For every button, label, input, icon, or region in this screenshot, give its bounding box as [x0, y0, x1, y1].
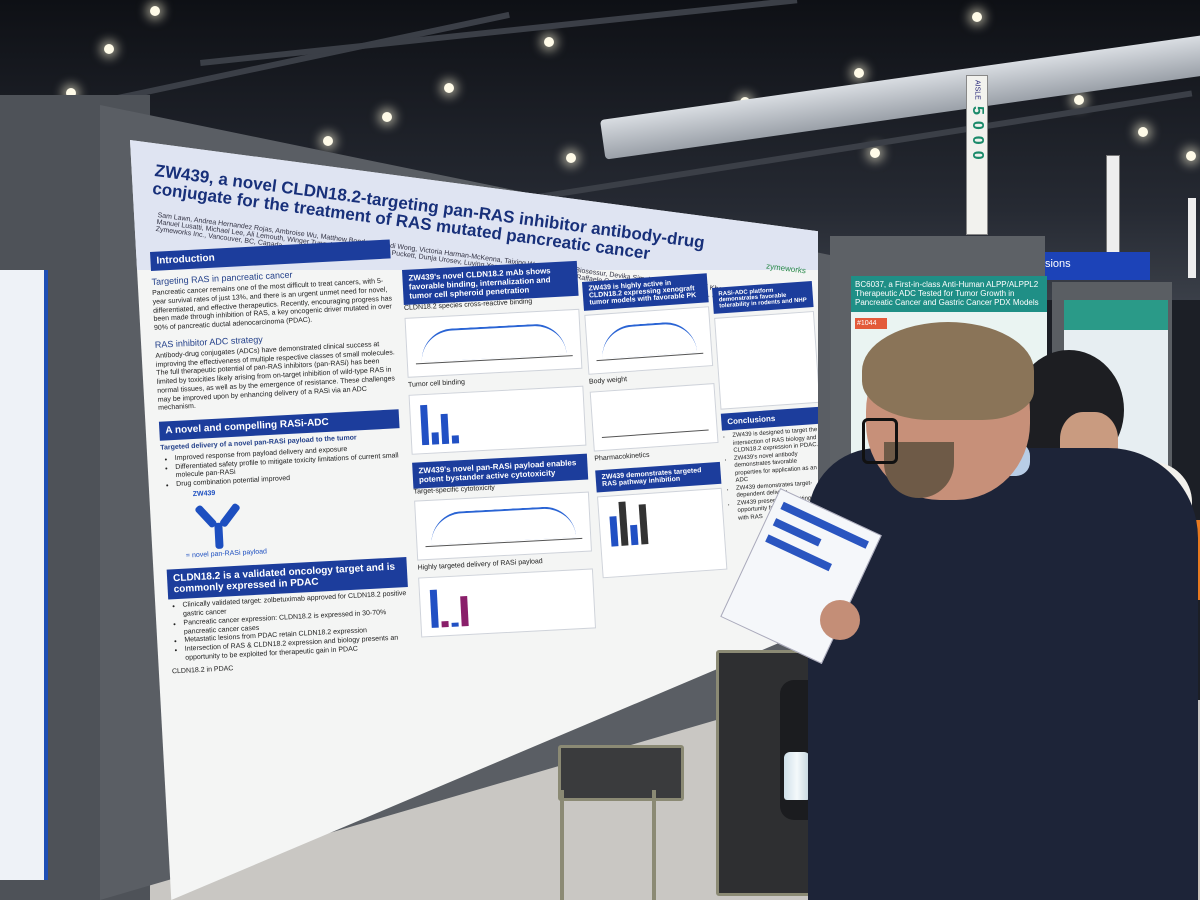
tolerability-table [714, 310, 818, 410]
aisle-number: 5000 [969, 105, 986, 166]
binding-curve-figure [404, 308, 583, 378]
poster-column-1: Introduction Targeting RAS in pancreatic… [150, 239, 412, 676]
chair-seat [558, 745, 684, 801]
poster-column-3: ZW439 is highly active in CLDN18.2 expre… [582, 273, 728, 581]
ceiling-light [972, 12, 982, 22]
ceiling-light [444, 83, 454, 93]
ceiling-truss [200, 0, 798, 66]
poster-badge: #1044 [855, 318, 887, 329]
paragraph: Antibody-drug conjugates (ADCs) have dem… [155, 340, 396, 413]
ceiling-light [1138, 127, 1148, 137]
delivery-figure [418, 568, 597, 638]
person-suit-jacket [808, 448, 1198, 900]
chair-leg [652, 790, 656, 900]
ceiling-light [323, 136, 333, 146]
aisle-sign-far [1106, 155, 1120, 267]
poster-column-4: RASi-ADC platform demonstrates favorable… [712, 281, 818, 523]
antibody-icon [193, 501, 243, 551]
bullet-list: Clinically validated target: zolbetuxima… [182, 590, 411, 663]
pathway-figure [596, 487, 728, 578]
ceiling-light [870, 148, 880, 158]
ceiling-light [854, 68, 864, 78]
ceiling-light [150, 6, 160, 16]
internalization-figure [408, 385, 587, 455]
tumor-growth-figure [584, 306, 714, 375]
water-bottle [784, 752, 810, 800]
glasses-icon [862, 418, 898, 464]
aisle-label: AISLE [973, 80, 981, 100]
paragraph: Pancreatic cancer remains one of the mos… [151, 277, 393, 332]
ceiling-light [544, 37, 554, 47]
person-hand [820, 600, 860, 640]
body-weight-figure [589, 382, 719, 452]
ceiling-light [104, 44, 114, 54]
cytotoxicity-figure [414, 491, 593, 561]
section-heading-pathway: ZW439 demonstrates targeted RAS pathway … [595, 461, 722, 492]
poster-column-2: ZW439's novel CLDN18.2 mAb shows favorab… [402, 260, 597, 642]
section-heading-tolerability: RASi-ADC platform demonstrates favorable… [712, 281, 814, 314]
chair-leg [560, 790, 564, 900]
ceiling-light [1186, 151, 1196, 161]
aisle-sign: AISLE 5000 [966, 75, 988, 235]
ceiling-light [66, 88, 76, 98]
ceiling-light [382, 112, 392, 122]
person-hair [862, 322, 1034, 420]
neighbour-poster-title: BC6037, a First-in-class Anti-Human ALPP… [851, 276, 1047, 312]
aisle-sign-farthest [1188, 198, 1196, 278]
ceiling-light [566, 153, 576, 163]
left-poster [0, 270, 48, 880]
ceiling-light [1074, 95, 1084, 105]
